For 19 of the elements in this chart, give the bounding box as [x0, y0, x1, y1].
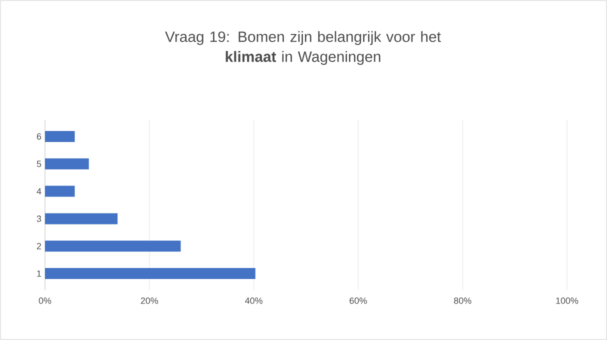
y-tick-label: 4 [36, 188, 42, 194]
x-tick-label: 80% [454, 298, 472, 304]
x-tick-label: 0% [38, 298, 52, 304]
x-tick-label: 20% [140, 298, 158, 304]
bar [45, 268, 256, 280]
x-tick-label: 100% [556, 298, 578, 304]
chart-title: Vraag 19: Bomen zijn belangrijk voor het klimaat in Wageningen [165, 31, 441, 65]
y-tick-label: 1 [37, 270, 42, 277]
y-tick-label: 5 [36, 160, 42, 168]
x-tick-label: 40% [245, 298, 262, 304]
bar [45, 240, 181, 252]
x-tick-label: 60% [350, 298, 367, 304]
bar [45, 186, 75, 197]
y-tick-label: 2 [36, 242, 42, 250]
y-tick-label: 3 [36, 216, 42, 222]
bar [45, 213, 118, 224]
bar [45, 130, 75, 142]
bar [45, 158, 89, 170]
y-tick-label: 6 [36, 133, 42, 140]
